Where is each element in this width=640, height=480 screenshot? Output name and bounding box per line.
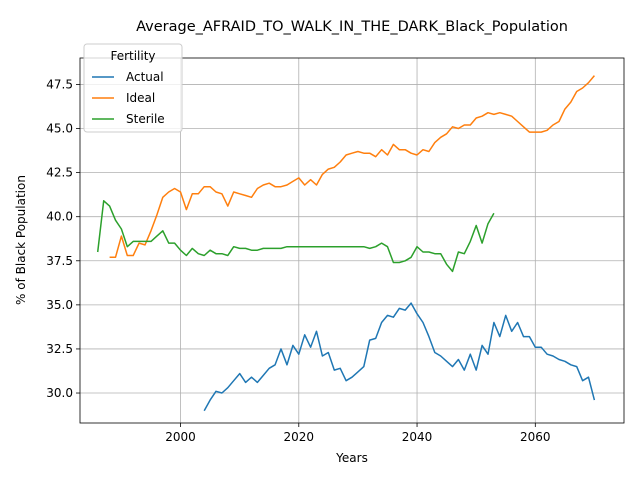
x-axis-ticks: 2000 2020 2040 2060 [165, 423, 550, 444]
y-tick-label: 37.5 [46, 254, 73, 268]
x-tick-label: 2060 [520, 430, 551, 444]
chart-title: Average_AFRAID_TO_WALK_IN_THE_DARK_Black… [136, 19, 568, 35]
y-tick-label: 47.5 [46, 77, 73, 91]
legend-label-ideal: Ideal [126, 91, 155, 105]
y-axis-ticks: 30.0 32.5 35.0 37.5 40.0 42.5 45.0 47.5 [46, 77, 80, 400]
legend-title: Fertility [110, 49, 155, 63]
series-line-actual [204, 303, 594, 411]
x-tick-label: 2000 [165, 430, 196, 444]
y-tick-label: 42.5 [46, 166, 73, 180]
y-tick-label: 45.0 [46, 122, 73, 136]
legend-label-actual: Actual [126, 70, 164, 84]
y-tick-label: 30.0 [46, 386, 73, 400]
y-tick-label: 40.0 [46, 210, 73, 224]
legend-label-sterile: Sterile [126, 112, 165, 126]
x-tick-label: 2040 [402, 430, 433, 444]
y-tick-label: 32.5 [46, 342, 73, 356]
y-axis-label: % of Black Population [14, 175, 28, 305]
x-axis-label: Years [335, 451, 368, 465]
x-tick-label: 2020 [284, 430, 315, 444]
y-tick-label: 35.0 [46, 298, 73, 312]
legend: Fertility Actual Ideal Sterile [84, 44, 182, 132]
